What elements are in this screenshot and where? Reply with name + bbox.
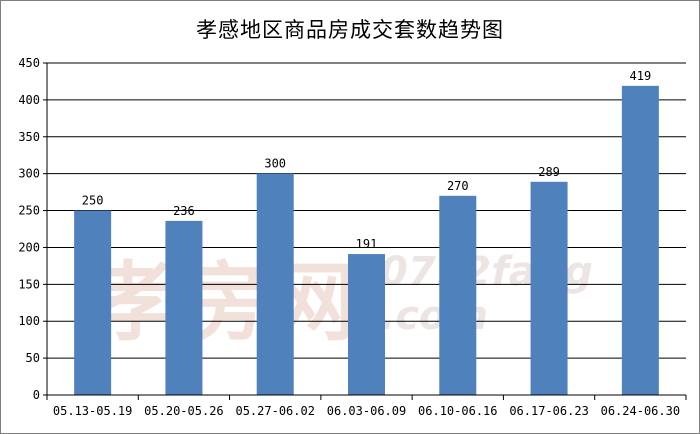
bar bbox=[74, 210, 112, 395]
y-tick-label: 200 bbox=[18, 240, 40, 254]
bar bbox=[256, 173, 294, 395]
data-labels: 250 236 300 191 270 289 419 bbox=[82, 69, 651, 251]
bar bbox=[530, 181, 568, 395]
y-tick-label: 350 bbox=[18, 130, 40, 144]
chart-title: 孝感地区商品房成交套数趋势图 bbox=[196, 18, 504, 42]
y-tick-label: 450 bbox=[18, 56, 40, 70]
y-tick-label: 0 bbox=[33, 388, 40, 402]
bar-data-label: 250 bbox=[82, 194, 104, 208]
bar-data-label: 419 bbox=[630, 69, 652, 83]
y-tick-label: 100 bbox=[18, 314, 40, 328]
y-tick-label: 250 bbox=[18, 204, 40, 218]
bar-data-label: 300 bbox=[264, 157, 286, 171]
bar bbox=[621, 85, 659, 396]
bar bbox=[439, 195, 477, 395]
bars bbox=[74, 85, 659, 396]
x-category-label: 05.20-05.26 bbox=[144, 404, 223, 418]
x-category-label: 06.17-06.23 bbox=[509, 404, 588, 418]
gridlines bbox=[47, 62, 686, 359]
y-tick-label: 150 bbox=[18, 277, 40, 291]
y-tick-label: 400 bbox=[18, 93, 40, 107]
x-category-label: 06.03-06.09 bbox=[327, 404, 406, 418]
axes: 0 50 100 150 200 250 300 350 400 450 05.13-05.19 05… bbox=[18, 56, 687, 418]
bar-data-label: 191 bbox=[356, 237, 378, 251]
y-tick-label: 50 bbox=[26, 351, 40, 365]
bar bbox=[348, 254, 385, 395]
x-category-label: 05.27-06.02 bbox=[235, 404, 314, 418]
bar-data-label: 270 bbox=[447, 179, 469, 193]
y-tick-label: 300 bbox=[18, 167, 40, 181]
x-category-label: 06.10-06.16 bbox=[418, 404, 497, 418]
bar-data-label: 236 bbox=[173, 204, 195, 218]
x-category-label: 06.24-06.30 bbox=[601, 404, 680, 418]
bar bbox=[165, 220, 203, 395]
x-category-label: 05.13-05.19 bbox=[53, 404, 132, 418]
bar-data-label: 289 bbox=[538, 165, 560, 179]
